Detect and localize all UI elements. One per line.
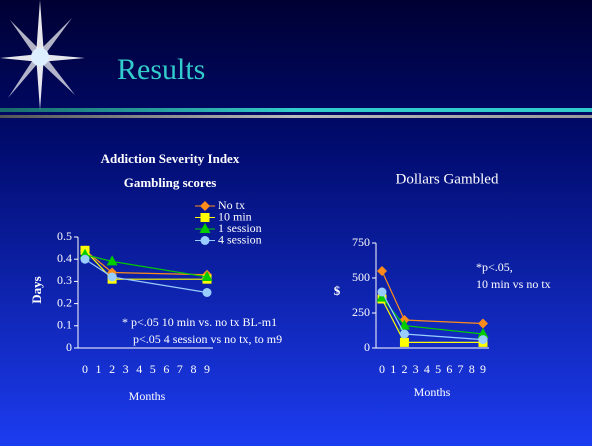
y-tick-label: 0.2 [57,295,72,309]
x-axis-label: Months [414,385,451,399]
x-tick-label: 4 [424,362,430,376]
x-tick-label: 1 [390,362,396,376]
x-tick-label: 8 [190,362,196,376]
x-tick-label: 3 [123,362,129,376]
chart-title: Dollars Gambled [396,171,499,187]
data-point [376,291,388,302]
data-point [80,254,90,264]
annotation: 10 min vs no tx [476,277,551,291]
x-tick-label: 7 [458,362,464,376]
legend-marker [200,236,210,245]
legend-label: 4 session [218,232,262,246]
data-point [478,318,488,329]
y-axis-label: $ [334,283,341,298]
data-point [107,272,117,282]
starburst-icon [0,0,85,110]
data-point [202,288,212,297]
x-tick-label: 4 [136,362,142,376]
y-axis-label: Days [29,276,44,303]
slide-title: Results [117,53,205,86]
x-tick-label: 0 [82,362,88,376]
data-point [399,337,409,347]
data-point [106,255,118,266]
y-tick-label: 500 [352,270,370,284]
annotation: *p<.05, [476,260,513,274]
x-tick-label: 2 [109,362,115,376]
chart-title: Gambling scores [124,175,217,190]
x-tick-label: 9 [480,362,486,376]
y-tick-label: 0.1 [57,318,72,332]
annotation: * p<.05 10 min vs. no tx BL-m1 [122,315,277,329]
y-tick-label: 0.4 [57,251,72,265]
data-point [377,266,387,276]
data-point [478,335,488,345]
x-axis-label: Months [129,389,166,403]
legend-marker [199,223,211,233]
x-tick-label: 0 [379,362,385,376]
legend-label: 1 session [218,221,262,235]
legend-marker [200,213,210,222]
y-tick-label: 0.5 [57,229,72,243]
x-tick-label: 5 [435,362,441,376]
legend-label: 10 min [218,209,252,223]
annotation: p<.05 4 session vs no tx, to m9 [133,332,282,346]
x-tick-label: 7 [177,362,183,376]
x-tick-label: 1 [96,362,102,376]
data-point [201,270,213,281]
chart-title: Addiction Severity Index [101,151,240,166]
data-point [399,329,409,339]
y-tick-label: 750 [352,235,370,249]
x-tick-label: 2 [401,362,407,376]
x-tick-label: 9 [204,362,210,376]
x-tick-label: 6 [163,362,169,376]
y-tick-label: 0.3 [57,273,72,287]
x-tick-label: 6 [446,362,452,376]
x-tick-label: 5 [150,362,156,376]
y-tick-label: 250 [352,305,370,319]
data-point [398,319,410,330]
x-tick-label: 8 [469,362,475,376]
title-rule [0,108,592,112]
title-rule [0,115,592,118]
data-point [377,287,387,297]
y-tick-label: 0 [66,340,72,354]
legend-marker [200,201,210,211]
legend-label: No tx [218,198,245,212]
y-tick-label: 0 [364,340,370,354]
x-tick-label: 3 [413,362,419,376]
data-point [477,328,489,338]
